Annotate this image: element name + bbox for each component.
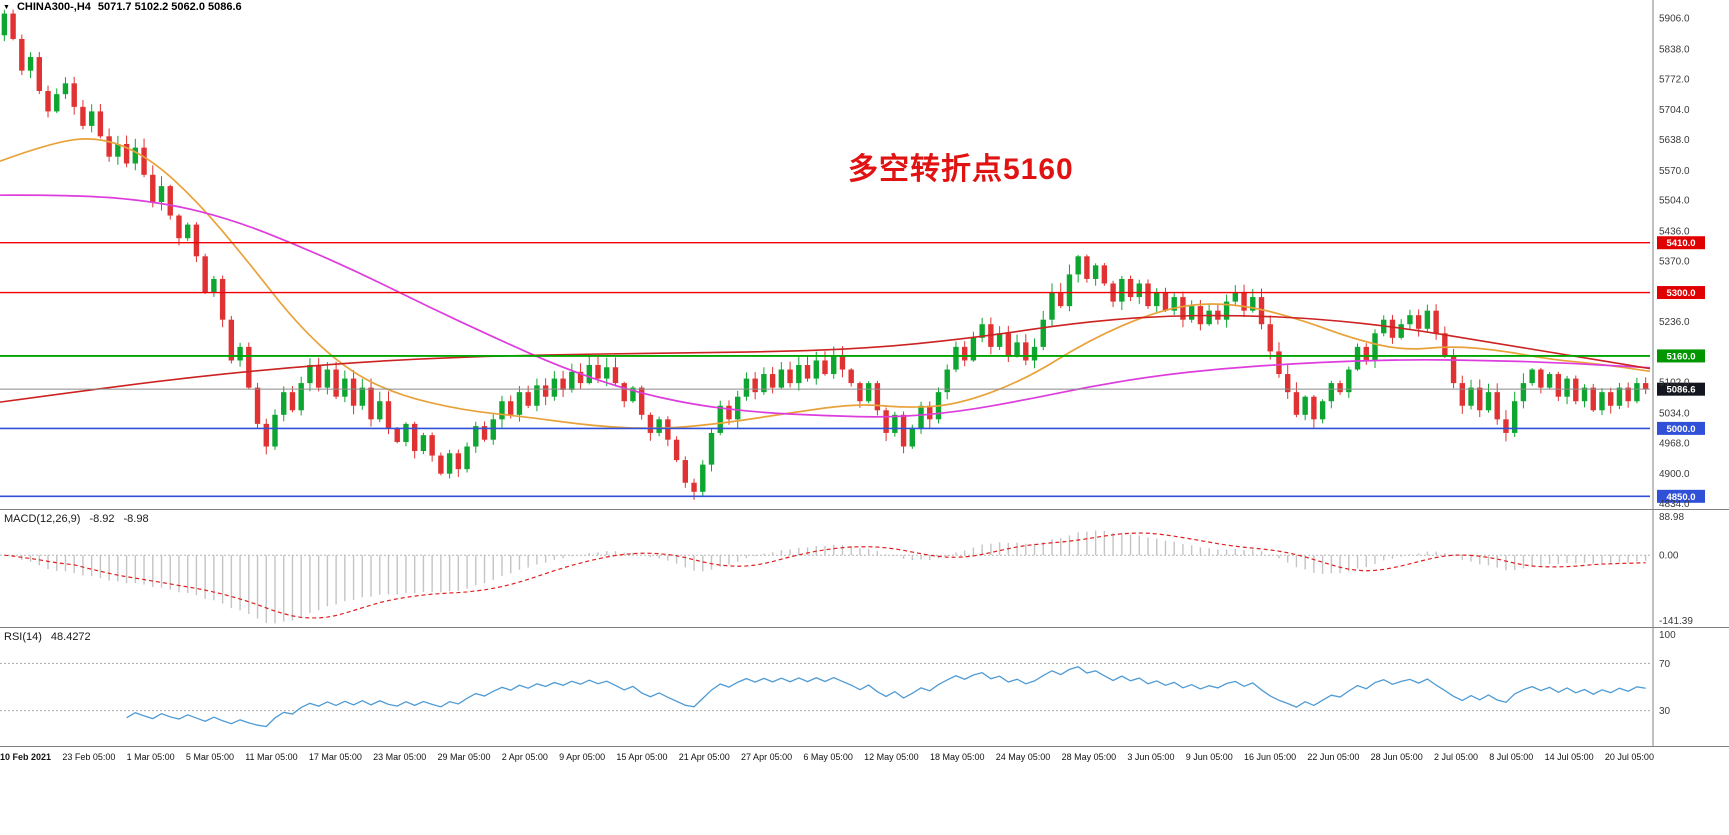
price-level-badge-label: 4850.0	[1666, 492, 1695, 503]
rsi-axis-tick: 30	[1659, 706, 1671, 717]
time-axis-label: 10 Feb 2021	[0, 752, 52, 762]
price-axis-tick: 5102.0	[1659, 378, 1690, 389]
time-axis-label: 6 May 05:00	[803, 752, 853, 762]
time-axis-label: 5 Mar 05:00	[185, 752, 234, 762]
time-axis-label: 9 Jun 05:00	[1185, 752, 1233, 762]
price-axis-tick: 5638.0	[1659, 135, 1690, 146]
price-axis-tick: 5704.0	[1659, 105, 1690, 116]
price-level-badge-label: 5000.0	[1666, 424, 1695, 435]
time-axis-label: 15 Apr 05:00	[616, 752, 668, 762]
price-axis-tick: 5906.0	[1659, 14, 1690, 25]
rsi-indicator-label: RSI(14) 48.4272	[4, 631, 91, 643]
time-axis-label: 21 Apr 05:00	[678, 752, 730, 762]
macd-name-label: MACD(12,26,9)	[4, 513, 81, 525]
price-axis-ticks: 5906.0 5838.0 5772.0 5704.0 5638.0 5570.0 5504…	[1659, 14, 1690, 510]
price-axis-tick: 5504.0	[1659, 196, 1690, 207]
time-axis-label: 3 Jun 05:00	[1127, 752, 1175, 762]
time-axis-label: 8 Jul 05:00	[1489, 752, 1534, 762]
macd-axis-ticks: 88.98 0.00 -141.39	[1659, 512, 1693, 627]
current-price-badge	[1657, 382, 1705, 396]
time-axis-label: 17 Mar 05:00	[308, 752, 362, 762]
price-axis[interactable]	[1654, 0, 1729, 746]
time-axis-label: 14 Jul 05:00	[1544, 752, 1594, 762]
macd-signal-value: -8.98	[123, 513, 149, 525]
time-axis-label: 2 Jul 05:00	[1433, 752, 1479, 762]
level-lines-layer: 5410.0 5300.0 5160.0 5000.0 4850.0	[0, 236, 1705, 503]
price-level-badge-label: 5300.0	[1666, 288, 1695, 299]
ma-fast-orange	[0, 138, 1651, 430]
time-axis-label: 23 Mar 05:00	[373, 752, 427, 762]
rsi-axis-tick: 100	[1659, 630, 1676, 641]
rsi-name-label: RSI(14)	[4, 631, 42, 643]
time-axis-label: 9 Apr 05:00	[559, 752, 606, 762]
time-axis-label: 24 May 05:00	[995, 752, 1051, 762]
current-price-badge-label: 5086.6	[1666, 385, 1695, 396]
time-axis-label: 20 Jul 05:00	[1604, 752, 1654, 762]
rsi-axis-tick: 70	[1659, 659, 1671, 670]
price-axis-tick: 5034.0	[1659, 408, 1690, 419]
candles-layer	[1, 9, 1649, 500]
price-level-badge	[1657, 236, 1705, 250]
price-axis-tick: 5370.0	[1659, 256, 1690, 267]
macd-axis-tick: 88.98	[1659, 512, 1684, 523]
symbol-timeframe-label: CHINA300-,H4	[16, 1, 91, 13]
time-axis-label: 1 Mar 05:00	[126, 752, 175, 762]
chart-info-triangle-icon[interactable]: ▼	[3, 3, 10, 11]
macd-axis-tick: 0.00	[1659, 551, 1679, 562]
time-axis-label: 27 Apr 05:00	[741, 752, 793, 762]
chart-plot-area[interactable]	[0, 0, 1650, 509]
price-axis-tick: 4834.0	[1659, 499, 1690, 510]
time-axis-label: 28 May 05:00	[1061, 752, 1117, 762]
macd-axis-tick: -141.39	[1659, 616, 1693, 627]
price-axis-tick: 5436.0	[1659, 226, 1690, 237]
price-level-badge	[1657, 286, 1705, 300]
macd-indicator-label: MACD(12,26,9) -8.92 -8.98	[4, 513, 149, 525]
time-axis-label: 18 May 05:00	[929, 752, 985, 762]
chart-header: ▼ CHINA300-,H4 5071.7 5102.2 5062.0 5086…	[3, 1, 242, 13]
time-axis-label: 12 May 05:00	[864, 752, 919, 762]
rsi-value: 48.4272	[50, 631, 91, 643]
time-axis-label: 16 Jun 05:00	[1244, 752, 1297, 762]
chart-annotation-text[interactable]: 多空转折点5160	[848, 153, 1074, 186]
rsi-line	[126, 665, 1646, 728]
time-axis-label: 29 Mar 05:00	[437, 752, 491, 762]
time-axis-label: 22 Jun 05:00	[1307, 752, 1360, 762]
time-axis-label: 23 Feb 05:00	[62, 752, 116, 762]
ohlc-values-label: 5071.7 5102.2 5062.0 5086.6	[97, 1, 242, 13]
price-level-badge-label: 5410.0	[1666, 238, 1695, 249]
price-level-badge	[1657, 421, 1705, 435]
ma-long-red	[0, 314, 1651, 403]
macd-histogram	[12, 530, 1647, 624]
price-axis-tick: 5570.0	[1659, 166, 1690, 177]
time-axis-label: 28 Jun 05:00	[1370, 752, 1423, 762]
time-axis-label: 11 Mar 05:00	[245, 752, 298, 762]
price-axis-tick: 5236.0	[1659, 317, 1690, 328]
macd-main-value: -8.92	[89, 513, 115, 525]
price-level-badge-label: 5160.0	[1666, 351, 1695, 362]
time-axis-label: 2 Apr 05:00	[501, 752, 548, 762]
ma-mid-magenta	[0, 194, 1651, 418]
time-axis[interactable]: 10 Feb 2021 23 Feb 05:00 1 Mar 05:00 5 Mar …	[0, 752, 1654, 762]
price-axis-tick: 5772.0	[1659, 74, 1690, 85]
price-axis-tick: 5838.0	[1659, 44, 1690, 55]
price-level-badge	[1657, 349, 1705, 363]
price-axis-tick: 4900.0	[1659, 469, 1690, 480]
price-axis-tick: 4968.0	[1659, 438, 1690, 449]
rsi-axis-ticks: 100 70 30	[1659, 630, 1676, 717]
macd-signal-line	[4, 532, 1646, 619]
price-level-badge	[1657, 489, 1705, 503]
